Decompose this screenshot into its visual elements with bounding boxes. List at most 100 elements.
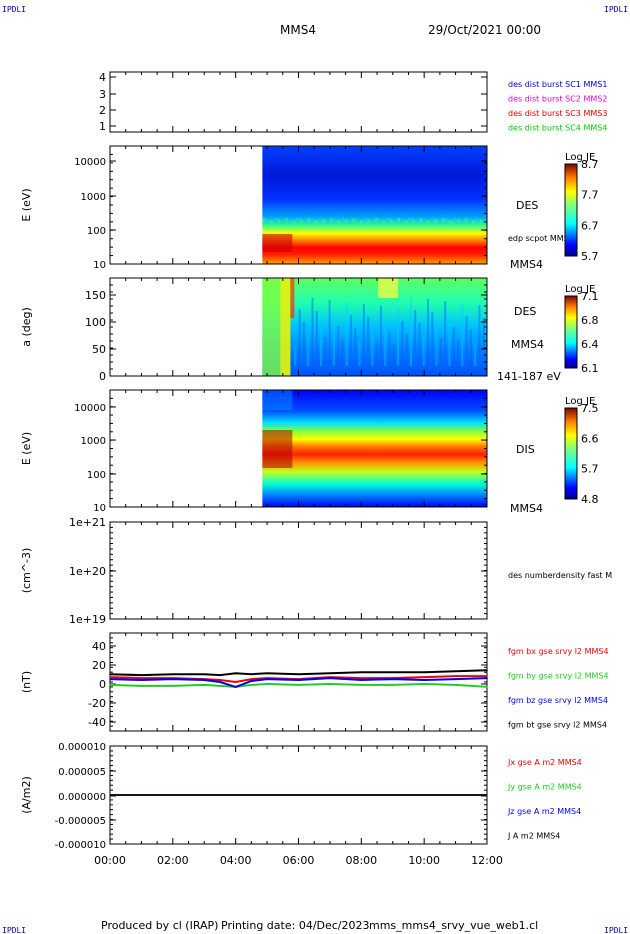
bfield-panel-ytick-label: 20 <box>92 659 106 672</box>
des-energy-texture <box>378 219 382 223</box>
bfield-legend-bz: fgm bz gse srvy l2 MMS4 <box>508 696 608 705</box>
bfield-point <box>486 675 488 677</box>
des-pitch-colorbar-tick: 6.8 <box>581 314 599 327</box>
bfield-point <box>297 673 300 675</box>
des-energy-texture <box>288 219 292 223</box>
des-pitch-ylabel: a (deg) <box>20 307 33 347</box>
bfield-point <box>109 684 111 686</box>
des-pitch-texture <box>388 332 391 366</box>
des-energy-colorbar-tick: 7.7 <box>581 189 599 202</box>
bfield-point <box>109 673 111 675</box>
density-legend: des numberdensity fast M <box>508 571 612 580</box>
bfield-point <box>172 685 174 687</box>
des-energy-panel-ytick-label: 10000 <box>74 157 106 168</box>
dis-energy-panel-ytick-label: 1000 <box>81 436 106 447</box>
dis-energy-ylabel: E (eV) <box>20 432 33 465</box>
bfield-point <box>140 674 143 676</box>
current-legend-jz: Jz gse A m2 MMS4 <box>507 807 581 816</box>
des-pitch-panel-ytick-label: 150 <box>85 289 106 302</box>
des-energy-texture <box>318 218 322 222</box>
des-energy-colorbar-tick: 6.7 <box>581 219 599 232</box>
des-energy-colorbar-tick: 5.7 <box>581 250 599 263</box>
bfield-point <box>140 677 143 679</box>
bfield-panel-ytick-label: -40 <box>88 716 106 729</box>
des-energy-texture <box>292 220 296 224</box>
des-pitch-texture <box>427 299 430 366</box>
des-pitch-texture <box>358 341 361 366</box>
burst-legend-2: des dist burst SC2 MMS2 <box>508 95 607 104</box>
des-energy-texture <box>363 218 367 222</box>
des-pitch-texture <box>337 326 340 366</box>
des-pitch-texture <box>320 324 323 366</box>
des-pitch-panel-ytick-label: 0 <box>99 370 106 383</box>
bfield-point <box>423 683 425 685</box>
density-panel-ytick-label: 1e+20 <box>69 565 106 578</box>
des-pitch-texture <box>341 339 344 366</box>
bfield-panel-frame <box>109 632 488 732</box>
current-legend-j: J A m2 MMS4 <box>507 832 560 841</box>
bfield-panel-ytick-label: -20 <box>88 697 106 710</box>
dis-energy-panel-ytick-label: 100 <box>87 470 106 481</box>
xaxis-tick-label: 10:00 <box>408 854 440 867</box>
des-energy-texture <box>442 218 446 222</box>
bfield-point <box>250 678 253 680</box>
des-pitch-texture <box>375 343 378 366</box>
dis-energy-sc-label: MMS4 <box>510 502 543 515</box>
bfield-point <box>454 670 457 673</box>
des-energy-texture <box>408 218 412 222</box>
xaxis-tick-label: 04:00 <box>220 854 252 867</box>
des-energy-texture <box>352 218 356 222</box>
des-pitch-spectrogram <box>262 278 487 376</box>
bfield-point <box>203 679 206 681</box>
des-pitch-colorbar <box>564 295 578 369</box>
bfield-point <box>329 672 331 674</box>
des-pitch-colorbar-tick: 6.1 <box>581 362 599 375</box>
bfield-point <box>109 678 111 680</box>
des-energy-spectrogram <box>262 146 487 264</box>
des-energy-texture <box>281 220 285 224</box>
bfield-point <box>329 683 331 685</box>
bfield-point <box>329 677 331 679</box>
des-energy-texture <box>314 220 318 224</box>
current-panel-ytick-label: 0.000005 <box>58 767 106 778</box>
bfield-point <box>140 679 143 681</box>
des-energy-texture <box>397 218 401 222</box>
des-energy-colorbar-tick: 8.7 <box>581 158 599 171</box>
des-energy-texture <box>307 218 311 222</box>
bfield-point <box>360 671 363 673</box>
bfield-point <box>297 684 300 686</box>
dis-energy-panel-ytick-label: 10 <box>93 503 106 514</box>
bfield-point <box>454 678 457 680</box>
bfield-point <box>234 686 237 688</box>
des-energy-texture <box>303 220 307 224</box>
bfield-point <box>360 679 363 681</box>
xaxis-tick-label: 02:00 <box>157 854 189 867</box>
des-pitch-texture <box>405 334 408 366</box>
current-panel-ytick-label: -0.000010 <box>55 840 106 851</box>
des-pitch-yellow-spot <box>378 278 398 298</box>
des-energy-texture <box>389 219 393 223</box>
des-pitch-texture <box>294 346 297 366</box>
des-energy-texture <box>367 219 371 223</box>
des-energy-texture <box>453 218 457 222</box>
bfield-panel-ytick-label: 40 <box>92 640 106 653</box>
density-panel-frame <box>109 521 488 620</box>
des-pitch-texture <box>409 297 412 366</box>
bfield-point <box>266 683 268 685</box>
current-panel-ytick-label: 0.000000 <box>58 792 106 803</box>
des-pitch-texture <box>302 322 305 366</box>
des-energy-texture <box>269 220 273 224</box>
des-pitch-panel-ytick-label: 100 <box>85 316 106 329</box>
des-energy-label: DES <box>516 199 538 212</box>
des-pitch-texture <box>469 329 472 366</box>
bfield-legend-bt: fgm bt gse srvy l2 MMS4 <box>508 721 607 730</box>
bfield-point <box>360 677 363 679</box>
des-energy-ylabel: E (eV) <box>20 188 33 221</box>
des-energy-texture <box>284 218 288 222</box>
des-energy-hotspot <box>262 234 293 252</box>
corner-label-left-top: IPDLI <box>2 5 26 14</box>
des-energy-texture <box>340 218 344 222</box>
des-energy-texture <box>449 220 453 224</box>
des-energy-texture <box>322 219 326 223</box>
